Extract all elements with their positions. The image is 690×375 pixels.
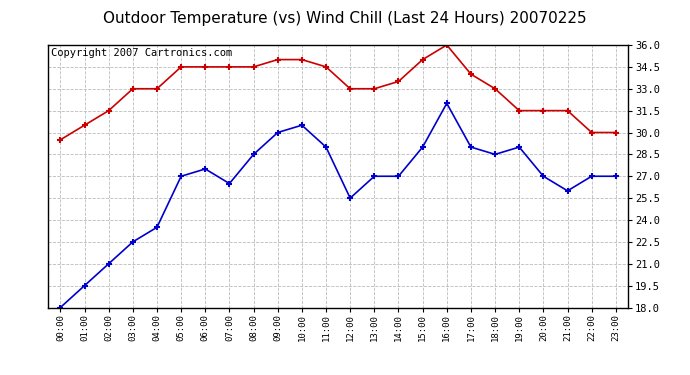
Text: Outdoor Temperature (vs) Wind Chill (Last 24 Hours) 20070225: Outdoor Temperature (vs) Wind Chill (Las… <box>104 11 586 26</box>
Text: Copyright 2007 Cartronics.com: Copyright 2007 Cartronics.com <box>51 48 233 58</box>
